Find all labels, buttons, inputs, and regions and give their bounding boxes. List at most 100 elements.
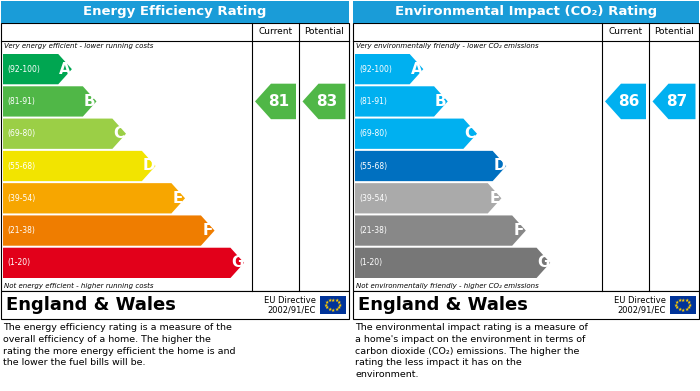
Text: ★: ★ — [687, 300, 691, 305]
Text: F: F — [514, 223, 524, 238]
Text: (39-54): (39-54) — [7, 194, 35, 203]
Polygon shape — [355, 54, 423, 84]
Text: Very energy efficient - lower running costs: Very energy efficient - lower running co… — [4, 43, 153, 49]
Text: (92-100): (92-100) — [7, 65, 40, 74]
Text: ★: ★ — [685, 307, 689, 312]
Text: (1-20): (1-20) — [7, 258, 30, 267]
Text: ★: ★ — [678, 307, 682, 312]
Text: Current: Current — [608, 27, 643, 36]
Text: ★: ★ — [681, 298, 685, 303]
Text: ★: ★ — [338, 303, 342, 307]
Text: (55-68): (55-68) — [359, 161, 387, 170]
Text: ★: ★ — [688, 303, 692, 307]
Text: Environmental Impact (CO₂) Rating: Environmental Impact (CO₂) Rating — [395, 5, 657, 18]
Polygon shape — [652, 84, 696, 119]
Text: ★: ★ — [681, 307, 685, 312]
Text: 2002/91/EC: 2002/91/EC — [267, 305, 316, 314]
Polygon shape — [605, 84, 646, 119]
Text: ★: ★ — [325, 305, 329, 310]
Bar — [1, 291, 349, 319]
Text: E: E — [489, 191, 500, 206]
Text: 86: 86 — [618, 94, 639, 109]
Polygon shape — [3, 86, 97, 117]
Text: England & Wales: England & Wales — [358, 296, 528, 314]
Text: F: F — [202, 223, 213, 238]
Text: ★: ★ — [687, 305, 691, 310]
Text: D: D — [494, 158, 506, 174]
Text: England & Wales: England & Wales — [6, 296, 176, 314]
Text: ★: ★ — [674, 303, 678, 307]
Text: E: E — [173, 191, 183, 206]
Text: Energy Efficiency Rating: Energy Efficiency Rating — [83, 5, 267, 18]
Text: B: B — [84, 94, 95, 109]
Text: B: B — [435, 94, 447, 109]
Text: (69-80): (69-80) — [359, 129, 387, 138]
Text: ★: ★ — [335, 307, 339, 312]
Text: D: D — [142, 158, 155, 174]
Text: ★: ★ — [337, 305, 341, 310]
Polygon shape — [3, 118, 126, 149]
Bar — [670, 296, 696, 314]
Text: (39-54): (39-54) — [359, 194, 387, 203]
Text: (69-80): (69-80) — [7, 129, 35, 138]
Text: ★: ★ — [337, 300, 341, 305]
Text: ★: ★ — [328, 307, 332, 312]
Text: 81: 81 — [268, 94, 289, 109]
Text: Very environmentally friendly - lower CO₂ emissions: Very environmentally friendly - lower CO… — [356, 43, 538, 49]
Polygon shape — [3, 248, 244, 278]
Polygon shape — [3, 151, 155, 181]
Text: (55-68): (55-68) — [7, 161, 35, 170]
Polygon shape — [355, 118, 477, 149]
Bar — [353, 23, 699, 291]
Text: 87: 87 — [666, 94, 688, 109]
Text: Current: Current — [258, 27, 293, 36]
Text: ★: ★ — [331, 307, 335, 312]
Text: Not environmentally friendly - higher CO₂ emissions: Not environmentally friendly - higher CO… — [356, 283, 539, 289]
Text: (1-20): (1-20) — [359, 258, 382, 267]
Text: ★: ★ — [331, 298, 335, 303]
Text: (21-38): (21-38) — [359, 226, 387, 235]
Text: Not energy efficient - higher running costs: Not energy efficient - higher running co… — [4, 283, 153, 289]
Text: ★: ★ — [325, 300, 329, 305]
Text: ★: ★ — [335, 298, 339, 303]
Text: Potential: Potential — [654, 27, 694, 36]
Text: C: C — [465, 126, 476, 141]
Text: (81-91): (81-91) — [7, 97, 35, 106]
Text: Potential: Potential — [304, 27, 344, 36]
Bar — [353, 1, 699, 23]
Text: ★: ★ — [328, 298, 332, 303]
Text: A: A — [411, 62, 422, 77]
Text: ★: ★ — [324, 303, 328, 307]
Text: 83: 83 — [316, 94, 338, 109]
Polygon shape — [355, 248, 550, 278]
Polygon shape — [302, 84, 346, 119]
Text: (21-38): (21-38) — [7, 226, 35, 235]
Polygon shape — [3, 54, 72, 84]
Text: A: A — [60, 62, 71, 77]
Text: C: C — [113, 126, 125, 141]
Text: (81-91): (81-91) — [359, 97, 387, 106]
Polygon shape — [355, 86, 448, 117]
Text: The environmental impact rating is a measure of
a home's impact on the environme: The environmental impact rating is a mea… — [355, 323, 588, 379]
Text: ★: ★ — [675, 305, 679, 310]
Text: 2002/91/EC: 2002/91/EC — [617, 305, 666, 314]
Text: ★: ★ — [675, 300, 679, 305]
Text: EU Directive: EU Directive — [264, 296, 316, 305]
Polygon shape — [3, 215, 215, 246]
Polygon shape — [355, 183, 501, 213]
Text: G: G — [537, 255, 550, 270]
Polygon shape — [355, 151, 506, 181]
Bar — [353, 291, 699, 319]
Bar — [320, 296, 346, 314]
Bar — [1, 23, 349, 291]
Text: EU Directive: EU Directive — [614, 296, 666, 305]
Text: ★: ★ — [685, 298, 689, 303]
Polygon shape — [3, 183, 185, 213]
Text: The energy efficiency rating is a measure of the
overall efficiency of a home. T: The energy efficiency rating is a measur… — [3, 323, 235, 368]
Text: (92-100): (92-100) — [359, 65, 392, 74]
Text: ★: ★ — [678, 298, 682, 303]
Polygon shape — [355, 215, 526, 246]
Polygon shape — [255, 84, 296, 119]
Bar — [1, 1, 349, 23]
Text: G: G — [231, 255, 244, 270]
